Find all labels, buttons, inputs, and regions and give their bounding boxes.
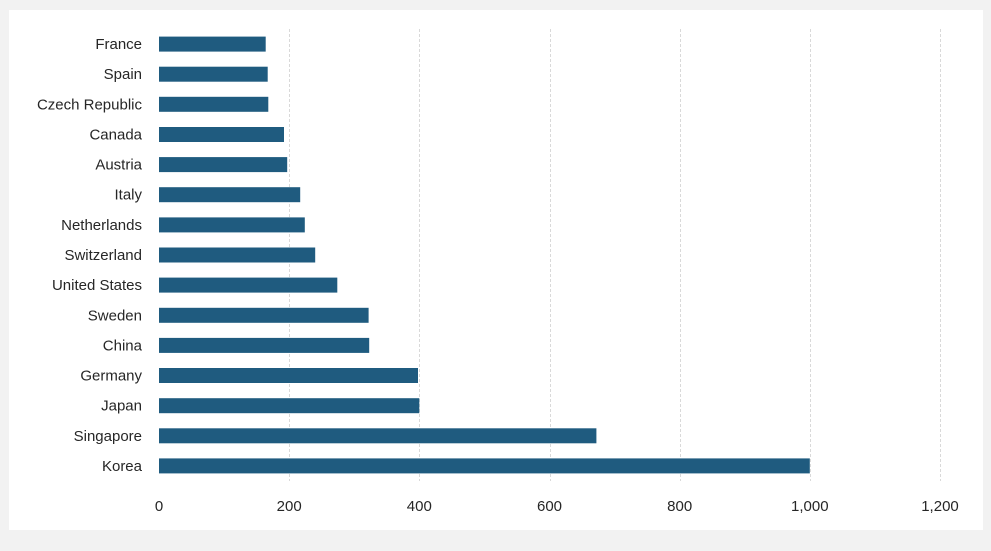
category-label-czech-republic: Czech Republic bbox=[37, 96, 143, 113]
x-axis-ticks: 0 200 400 600 800 1,000 1,200 bbox=[155, 498, 959, 515]
category-label-korea: Korea bbox=[102, 458, 143, 475]
category-label-singapore: Singapore bbox=[74, 428, 142, 445]
gridlines bbox=[289, 29, 941, 481]
x-tick-label-200: 200 bbox=[277, 498, 302, 515]
category-label-austria: Austria bbox=[95, 157, 142, 174]
bar-united-states bbox=[159, 277, 338, 293]
x-tick-label-600: 600 bbox=[537, 498, 562, 515]
chart-panel bbox=[9, 10, 983, 530]
bar-japan bbox=[159, 398, 420, 414]
bar-germany bbox=[159, 368, 418, 383]
category-labels: France Spain Czech Republic Canada Austria It… bbox=[37, 36, 143, 475]
bar-canada bbox=[159, 127, 284, 142]
category-label-italy: Italy bbox=[114, 187, 142, 204]
x-tick-label-800: 800 bbox=[667, 498, 692, 515]
category-label-switzerland: Switzerland bbox=[64, 247, 142, 264]
x-tick-label-1200: 1,200 bbox=[921, 498, 959, 515]
category-label-france: France bbox=[95, 36, 142, 53]
category-label-germany: Germany bbox=[80, 368, 142, 385]
bar-sweden bbox=[159, 307, 369, 323]
x-tick-label-400: 400 bbox=[407, 498, 432, 515]
bar-china bbox=[159, 337, 370, 353]
category-label-netherlands: Netherlands bbox=[61, 217, 142, 234]
bars bbox=[159, 36, 810, 474]
category-label-sweden: Sweden bbox=[88, 307, 142, 324]
category-label-japan: Japan bbox=[101, 398, 142, 415]
category-label-united-states: United States bbox=[52, 277, 142, 294]
x-tick-label-1000: 1,000 bbox=[791, 498, 829, 515]
category-label-china: China bbox=[103, 337, 143, 354]
bar-switzerland bbox=[159, 247, 316, 263]
bar-netherlands bbox=[159, 217, 305, 233]
bar-czech-republic bbox=[159, 96, 269, 112]
bar-italy bbox=[159, 187, 301, 203]
bar-spain bbox=[159, 66, 268, 82]
bar-france bbox=[159, 36, 266, 52]
bar-singapore bbox=[159, 428, 597, 444]
bar-korea bbox=[159, 458, 810, 474]
category-label-canada: Canada bbox=[89, 127, 142, 144]
category-label-spain: Spain bbox=[104, 66, 142, 83]
bar-austria bbox=[159, 157, 288, 173]
x-tick-label-0: 0 bbox=[155, 498, 163, 515]
